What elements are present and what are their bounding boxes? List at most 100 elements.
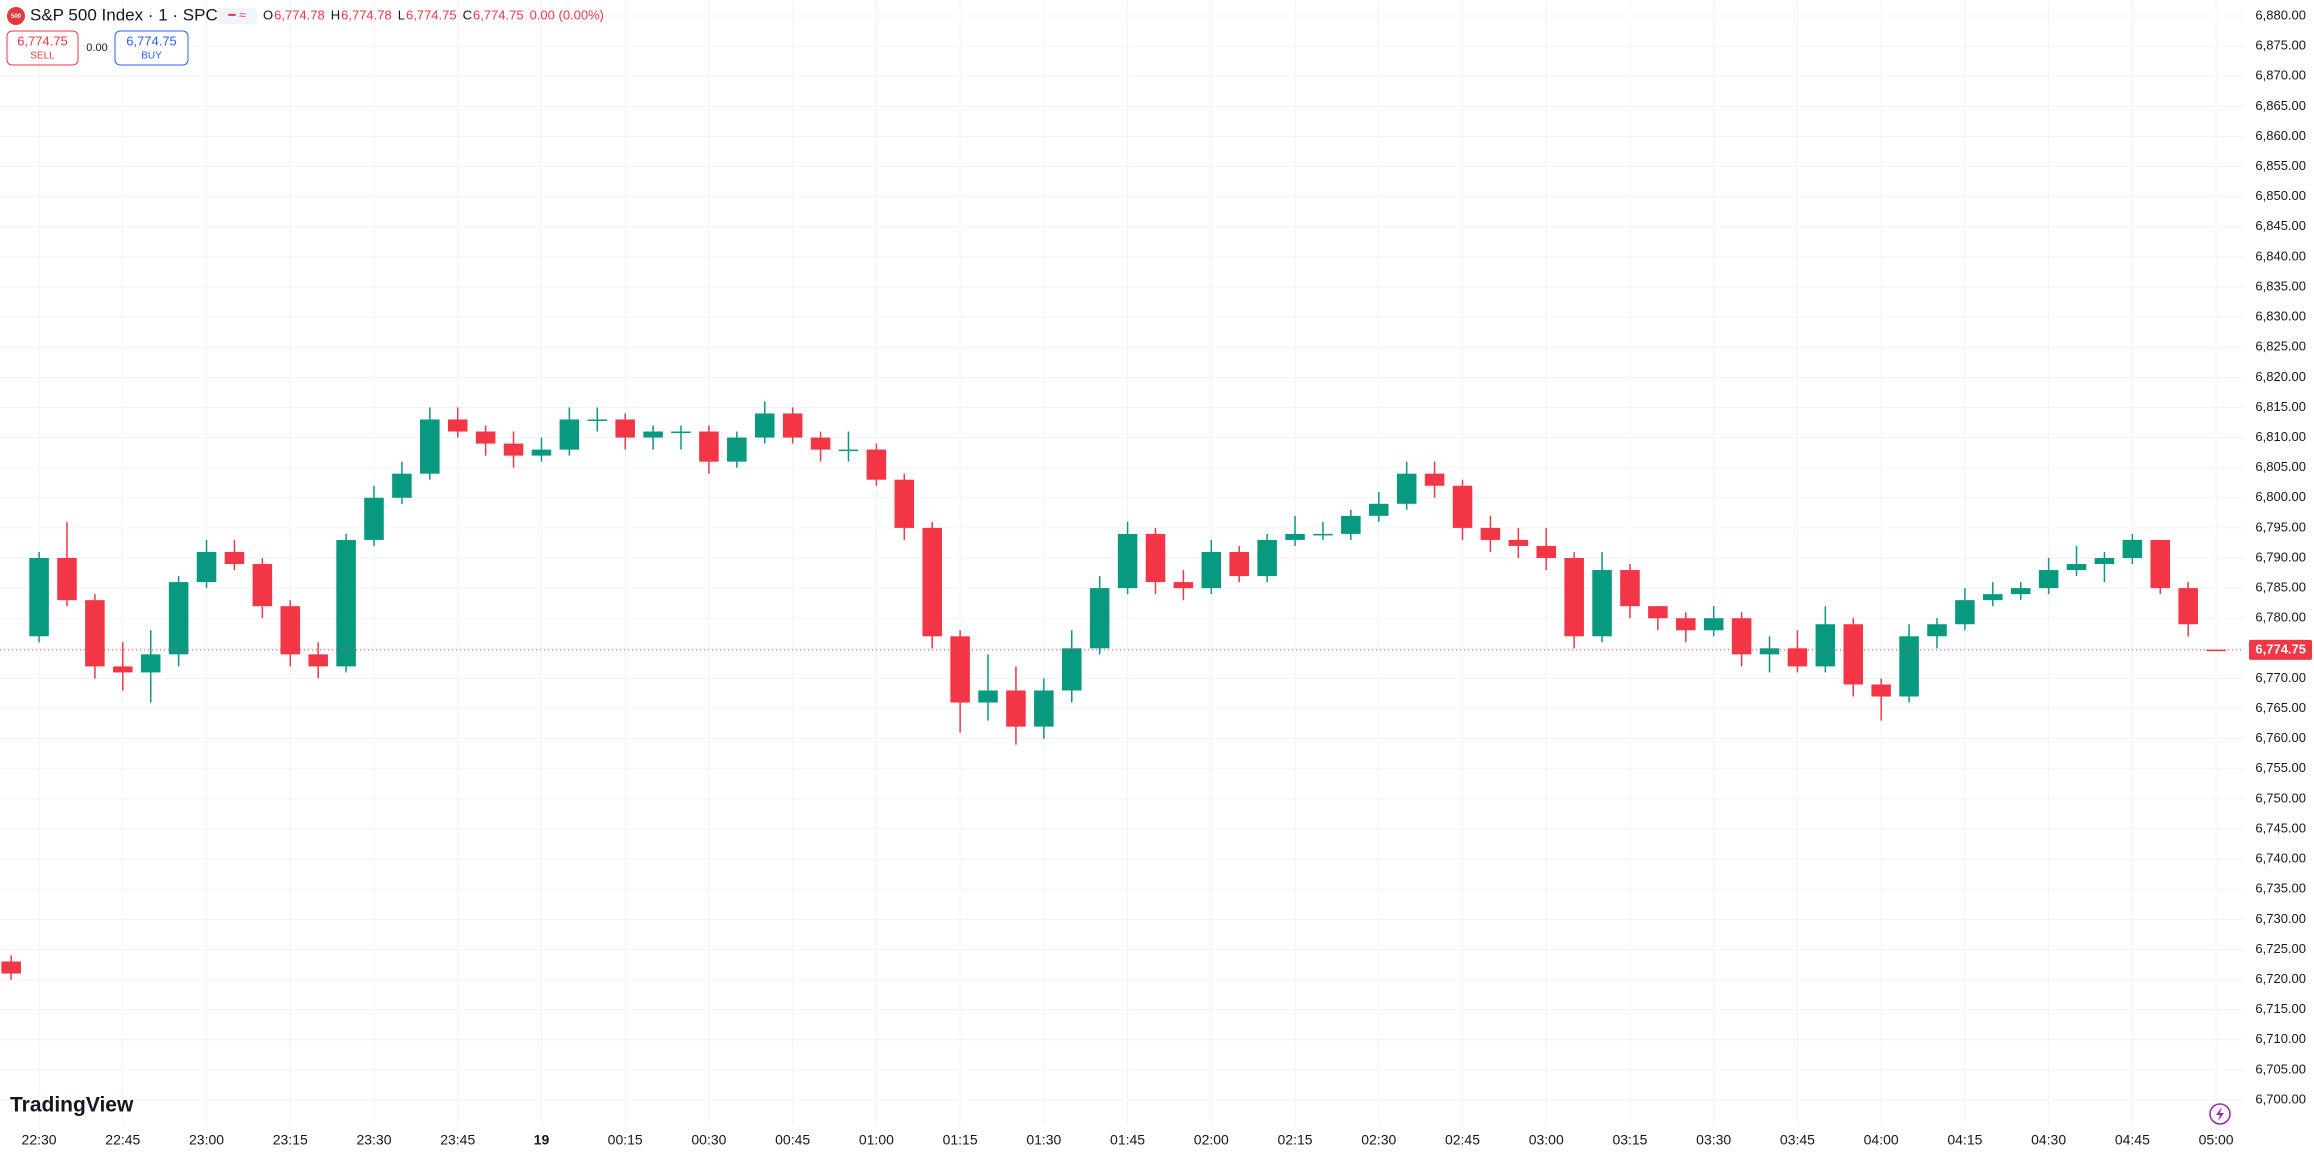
x-tick-label: 04:00 [1864,1132,1899,1148]
candle-body [2206,649,2226,652]
y-tick-label: 6,865.00 [2255,98,2306,113]
y-tick-label: 6,755.00 [2255,760,2306,775]
candle-body [475,431,496,444]
spread: 0.00 [86,42,107,54]
y-tick-label: 6,795.00 [2255,519,2306,534]
y-tick-label: 6,845.00 [2255,218,2306,233]
candle-body [57,558,77,601]
x-tick-label: 02:15 [1278,1132,1313,1148]
sell-button[interactable] [6,30,79,66]
candle-body [1648,606,1668,619]
y-tick-label: 6,810.00 [2255,429,2306,444]
candle-body [810,437,831,450]
candle-body [1006,690,1026,727]
x-tick-label: 04:30 [2031,1132,2066,1148]
ohlc-value: 6,774.75 [406,7,457,22]
candle-body [782,413,803,438]
candle-body [2010,588,2031,595]
y-tick-label: 6,705.00 [2255,1061,2306,1076]
candle-body [559,419,580,450]
y-tick-label: 6,805.00 [2255,459,2306,474]
y-tick-label: 6,880.00 [2255,7,2306,22]
candle-body [85,600,105,667]
candle-body [1759,648,1780,655]
change: 0.00 (0.00%) [530,7,604,22]
lightning-button[interactable] [2209,1103,2231,1125]
lightning-icon [2216,1107,2224,1121]
candle-body [280,606,301,655]
candle-body [1843,624,1864,685]
candle-body [1536,545,1557,558]
candle-body [2178,588,2198,625]
candle-body [1508,539,1529,546]
y-tick-label: 6,700.00 [2255,1091,2306,1106]
brand[interactable]: TradingView [10,1094,134,1117]
x-tick-label: 02:30 [1361,1132,1396,1148]
candle-body [531,449,552,456]
axes: 6,700.00 6,705.00 6,710.00 6,715.00 6,720.00… [22,7,2312,1148]
candle-body [1787,648,1808,667]
indicator-toggle[interactable] [217,8,257,24]
candle-body [671,431,691,434]
candles [0,401,2244,980]
x-tick-label: 02:00 [1194,1132,1229,1148]
y-tick-label: 6,750.00 [2255,790,2306,805]
x-tick-label: 04:45 [2115,1132,2150,1148]
x-tick-label: 03:00 [1529,1132,1564,1148]
grid [0,0,2244,1125]
y-tick-label: 6,725.00 [2255,941,2306,956]
y-tick-label: 6,770.00 [2255,670,2306,685]
y-tick-label: 6,790.00 [2255,549,2306,564]
candle-body [1815,624,1836,667]
candle-body [252,564,273,607]
candle-body [1396,473,1417,504]
y-tick-label: 6,835.00 [2255,278,2306,293]
candle-body [2122,539,2143,558]
x-tick-label: 00:45 [775,1132,810,1148]
candle-body [196,551,217,583]
y-tick-label: 6,820.00 [2255,369,2306,384]
y-tick-label: 6,840.00 [2255,248,2306,263]
candle-body [643,431,663,438]
symbol[interactable]: S&P 500 Index · 1 · SPCFD [30,5,240,24]
candle-body [1061,648,1082,691]
candle-body [1034,690,1054,727]
y-tick-label: 6,735.00 [2255,881,2306,896]
candle-body [1117,533,1138,589]
candle-body [922,527,942,637]
buy-button[interactable] [114,30,189,66]
y-tick-label: 6,850.00 [2255,188,2306,203]
y-tick-label: 6,830.00 [2255,309,2306,324]
candle-body [140,654,161,673]
y-tick-label: 6,800.00 [2255,489,2306,504]
candle-body [950,636,970,703]
candle-body [2066,564,2087,571]
header: 500 S&P 500 Index · 1 · SPCFD ━ ≈ 6,774.… [6,5,2231,1125]
candle-body [113,666,133,673]
candle-body [1703,618,1724,631]
candle-body [168,582,189,655]
y-tick-label: 6,745.00 [2255,820,2306,835]
candle-body [1620,570,1640,607]
y-tick-label: 6,710.00 [2255,1031,2306,1046]
ohlc-key: O [263,7,273,22]
candle-body [1564,558,1584,637]
candle-body [2094,558,2115,565]
candle-body [1731,618,1752,655]
y-tick-label: 6,785.00 [2255,580,2306,595]
candle-body [1955,600,1975,625]
candle-body [1592,570,1612,637]
icon-text: 500 [11,14,22,20]
x-tick-label: 01:30 [1026,1132,1061,1148]
candle-body [699,431,719,462]
x-tick-label: 03:45 [1780,1132,1815,1148]
candle-body [224,551,245,565]
x-tick-label: 00:15 [608,1132,643,1148]
x-tick-label: 19 [534,1132,550,1148]
y-tick-label: 6,715.00 [2255,1001,2306,1016]
x-tick-label: 22:30 [22,1132,57,1148]
candle-body [1089,588,1110,649]
candle-body [29,558,49,637]
candle-body [1899,636,1919,697]
